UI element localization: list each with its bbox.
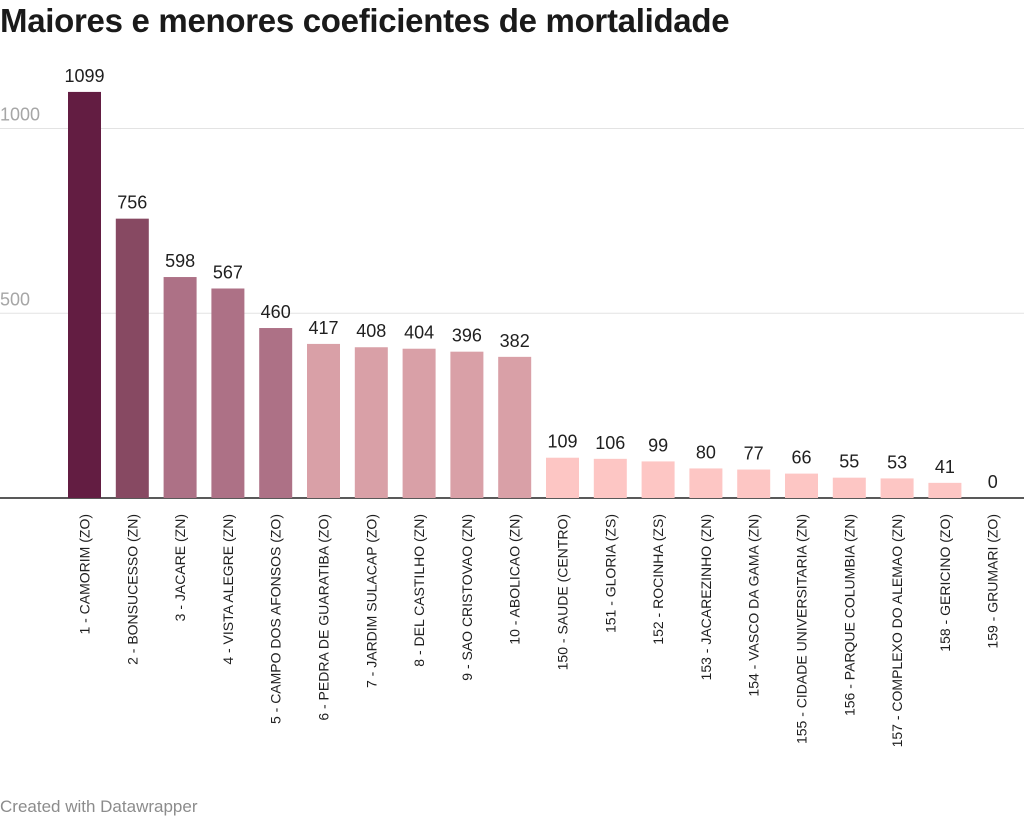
category-label: 5 - CAMPO DOS AFONSOS (ZO) [268, 514, 284, 724]
category-label: 158 - GERICINO (ZO) [937, 514, 953, 652]
y-tick-label: 500 [0, 289, 30, 309]
category-label: 7 - JARDIM SULACAP (ZO) [363, 514, 379, 688]
bar [402, 348, 436, 498]
bar [450, 351, 484, 498]
category-label: 6 - PEDRA DE GUARATIBA (ZO) [316, 514, 332, 721]
value-label: 106 [595, 433, 625, 453]
value-labels: 1099 756 598 567 460 417 408 404 396 382 109 106 99 8… [64, 66, 997, 492]
category-label: 10 - ABOLICAO (ZN) [507, 514, 523, 645]
value-label: 382 [500, 331, 530, 351]
bar [307, 343, 340, 498]
value-label: 756 [117, 193, 147, 213]
category-label: 156 - PARQUE COLUMBIA (ZN) [841, 514, 857, 716]
bar [689, 468, 723, 498]
category-label: 3 - JACARE (ZN) [172, 514, 188, 621]
category-label: 150 - SAUDE (CENTRO) [555, 514, 571, 670]
footer-credit: Created with Datawrapper [0, 797, 198, 816]
bar [163, 277, 197, 498]
value-label: 1099 [64, 66, 104, 86]
category-label: 9 - SAO CRISTOVAO (ZN) [459, 514, 475, 681]
bar [785, 473, 818, 498]
value-label: 80 [696, 442, 716, 462]
bar [546, 457, 579, 498]
bar [68, 91, 101, 499]
value-label: 598 [165, 251, 195, 271]
value-label: 55 [839, 452, 859, 472]
value-label: 77 [744, 444, 764, 464]
category-label: 4 - VISTA ALEGRE (ZN) [220, 514, 236, 665]
value-label: 53 [887, 452, 907, 472]
value-label: 567 [213, 262, 243, 282]
category-labels: 1 - CAMORIM (ZO) 2 - BONSUCESSO (ZN) 3 - J… [77, 514, 1001, 747]
value-label: 99 [648, 435, 668, 455]
value-label: 460 [261, 302, 291, 322]
value-label: 396 [452, 326, 482, 346]
value-label: 404 [404, 323, 434, 343]
category-label: 2 - BONSUCESSO (ZN) [124, 514, 140, 665]
category-label: 153 - JACAREZINHO (ZN) [698, 514, 714, 680]
category-label: 151 - GLORIA (ZS) [602, 514, 618, 633]
category-label: 159 - GRUMARI (ZO) [985, 514, 1001, 649]
value-label: 408 [356, 321, 386, 341]
value-label: 109 [547, 432, 577, 452]
bars [68, 91, 962, 499]
category-label: 157 - COMPLEXO DO ALEMAO (ZN) [889, 514, 905, 747]
value-label: 66 [791, 448, 811, 468]
category-label: 152 - ROCINHA (ZS) [650, 514, 666, 645]
value-label: 0 [988, 472, 998, 492]
bar [737, 469, 771, 498]
value-label: 417 [308, 318, 338, 338]
y-tick-label: 1000 [0, 105, 40, 125]
value-label: 41 [935, 457, 955, 477]
bar [498, 356, 532, 498]
category-label: 154 - VASCO DA GAMA (ZN) [746, 514, 762, 697]
bar [880, 478, 914, 498]
category-label: 8 - DEL CASTILHO (ZN) [411, 514, 427, 667]
bar [832, 477, 866, 498]
category-label: 1 - CAMORIM (ZO) [77, 514, 93, 635]
bar [928, 482, 962, 498]
bar [115, 218, 149, 498]
category-label: 155 - CIDADE UNIVERSITARIA (ZN) [794, 514, 810, 744]
bar [641, 461, 675, 498]
bar [354, 347, 388, 498]
bar [259, 328, 293, 498]
chart-title: Maiores e menores coeficientes de mortal… [0, 2, 730, 39]
bar [211, 288, 245, 498]
bar [593, 458, 627, 498]
